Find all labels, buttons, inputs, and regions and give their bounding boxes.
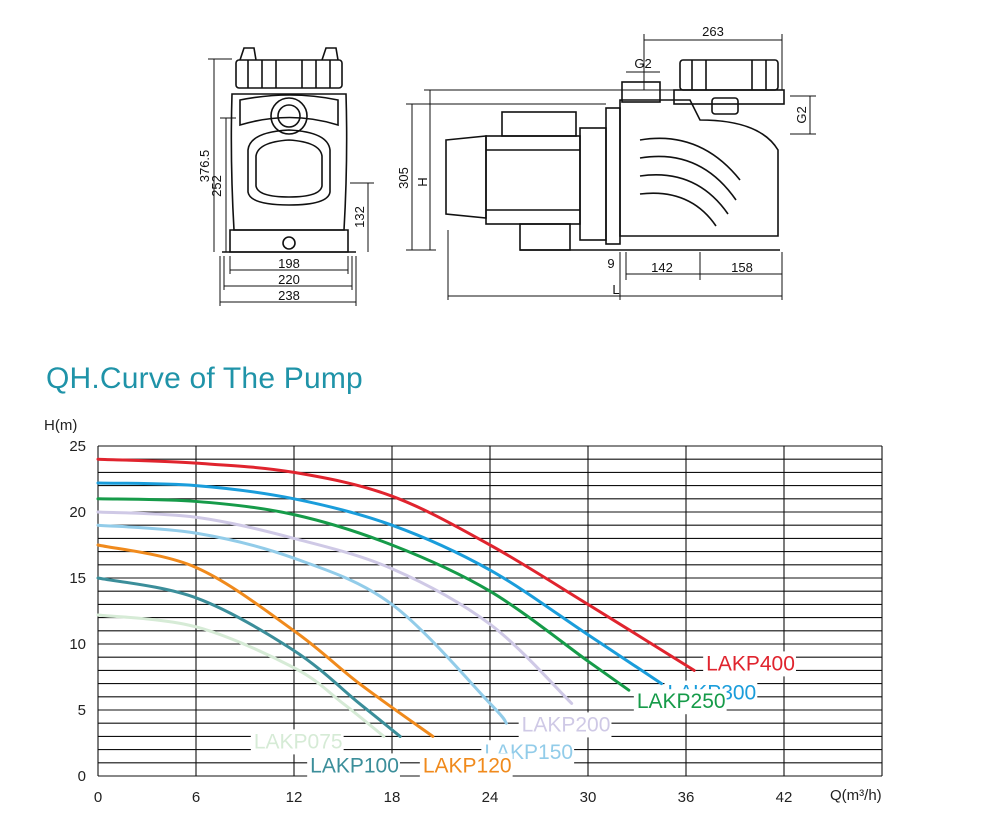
dim-g2-outlet: G2 [794, 106, 809, 123]
dim-220: 220 [278, 272, 300, 287]
series-line-lakp100 [96, 576, 402, 738]
dim-l: L [612, 282, 619, 297]
series-label-lakp100: LAKP100 [310, 754, 399, 777]
side-dimensions [406, 34, 816, 300]
series-label-lakp120: LAKP120 [423, 754, 512, 777]
y-tick-label: 25 [69, 438, 86, 455]
front-view [222, 47, 356, 253]
series-label-lakp250: LAKP250 [637, 690, 726, 713]
dim-158: 158 [731, 260, 753, 275]
chart-grid [97, 445, 883, 777]
dim-198: 198 [278, 256, 300, 271]
x-tick-label: 18 [384, 789, 401, 806]
x-tick-label: 0 [94, 789, 102, 806]
series-line-lakp200 [96, 510, 574, 705]
series-line-lakp250 [96, 497, 631, 692]
y-tick-label: 20 [69, 504, 86, 521]
series-label-lakp400: LAKP400 [706, 652, 795, 675]
y-tick-label: 10 [69, 636, 86, 653]
series-line-lakp120 [96, 543, 435, 738]
series-label-lakp200: LAKP200 [522, 713, 611, 736]
series-label-bg [250, 729, 344, 755]
series-line-lakp400 [96, 457, 696, 672]
x-axis-label: Q(m³/h) [830, 787, 882, 804]
dim-376-5: 376.5 [197, 150, 212, 183]
series-label-bg [419, 753, 513, 779]
dim-132: 132 [352, 206, 367, 228]
x-tick-label: 30 [580, 789, 597, 806]
y-tick-label: 5 [78, 702, 86, 719]
series-label-bg [518, 712, 612, 738]
chart-ticks: 0 5 10 15 20 25 0 6 12 18 24 30 36 42 [69, 438, 792, 806]
series-label-lakp075: LAKP075 [254, 730, 343, 753]
dim-238: 238 [278, 288, 300, 303]
x-tick-label: 42 [776, 789, 793, 806]
series-line-lakp300 [96, 481, 663, 686]
series-label-bg [633, 689, 727, 715]
series-line-lakp150 [96, 523, 508, 725]
series-label-bg [307, 753, 400, 779]
dim-142: 142 [651, 260, 673, 275]
pump-dimension-drawing: 376.5 252 132 198 220 238 263 G2 G2 [197, 24, 816, 306]
chart-title: QH.Curve of The Pump [46, 362, 363, 395]
front-dimensions [208, 58, 374, 306]
y-axis-label: H(m) [44, 417, 77, 434]
dim-h: H [415, 177, 430, 186]
series-label-bg [703, 651, 796, 677]
side-view [445, 59, 785, 251]
dim-g2-inlet: G2 [634, 56, 651, 71]
dim-252: 252 [209, 175, 224, 197]
dim-305: 305 [396, 167, 411, 189]
x-tick-label: 24 [482, 789, 499, 806]
chart-series-labels: LAKP400LAKP300LAKP250LAKP200LAKP150LAKP1… [250, 651, 796, 779]
y-tick-label: 15 [69, 570, 86, 587]
dim-263: 263 [702, 24, 724, 39]
x-tick-label: 6 [192, 789, 200, 806]
dim-9: 9 [607, 256, 614, 271]
y-tick-label: 0 [78, 768, 86, 785]
x-tick-label: 12 [286, 789, 303, 806]
chart-curves [96, 457, 696, 738]
series-line-lakp075 [96, 613, 386, 738]
x-tick-label: 36 [678, 789, 695, 806]
